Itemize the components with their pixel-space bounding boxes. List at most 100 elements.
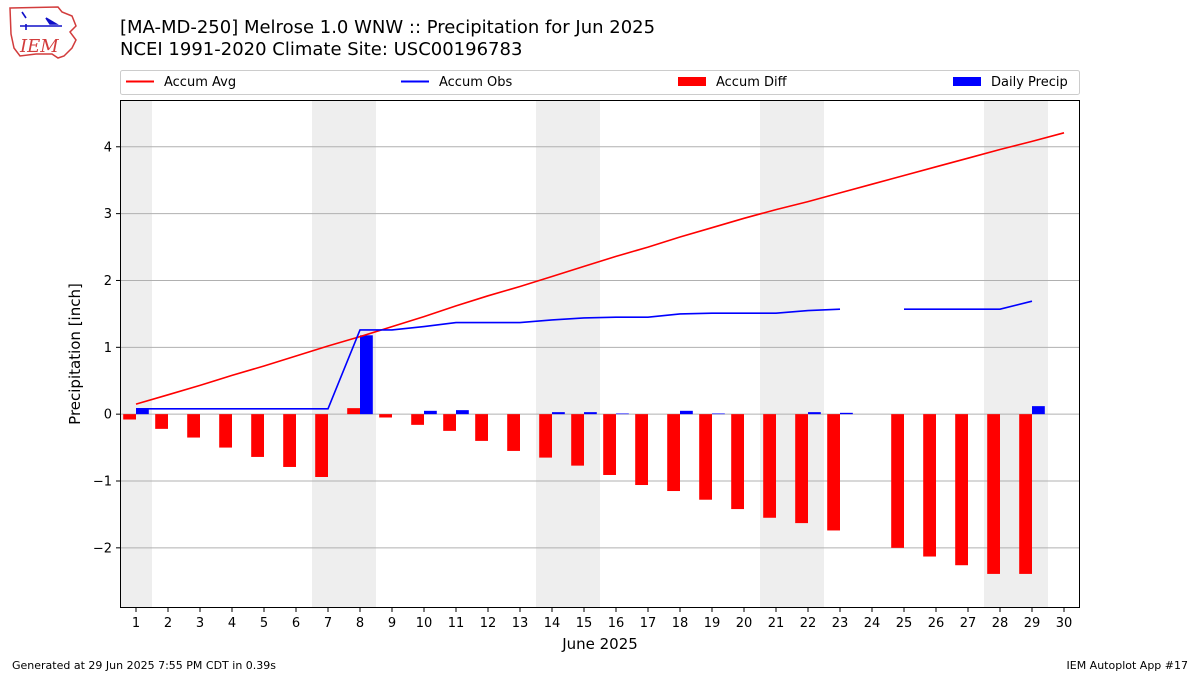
accum-diff-bar: [219, 414, 232, 448]
x-tick-label: 8: [356, 616, 364, 631]
x-tick-label: 3: [196, 616, 204, 631]
weekend-shading: [120, 100, 1048, 608]
daily-precip-bar: [616, 413, 629, 415]
legend-swatch-accum-diff: [678, 77, 706, 86]
accum-diff-bar: [571, 414, 584, 466]
x-tick-label: 2: [164, 616, 172, 631]
x-tick-label: 9: [388, 616, 396, 631]
legend-label-daily-precip: Daily Precip: [991, 75, 1068, 90]
accum-diff-bar: [667, 414, 680, 492]
legend: Accum Avg Accum Obs Accum Diff Daily Precip: [120, 70, 1080, 95]
x-tick-label: 30: [1056, 616, 1073, 631]
legend-label-accum-avg: Accum Avg: [164, 75, 236, 90]
x-tick-label: 29: [1024, 616, 1041, 631]
x-tick-label: 11: [448, 616, 465, 631]
x-tick-label: 23: [832, 616, 849, 631]
iem-logo: IEM: [9, 6, 77, 59]
chart-subtitle: NCEI 1991-2020 Climate Site: USC00196783: [120, 39, 523, 60]
x-tick-label: 16: [608, 616, 625, 631]
daily-precip-bar: [584, 412, 597, 415]
bars: [123, 335, 1045, 574]
accum-diff-bar: [699, 414, 712, 500]
accum-diff-bar: [475, 414, 488, 441]
y-tick-label: 3: [104, 207, 112, 222]
x-tick-label: 15: [576, 616, 593, 631]
legend-label-accum-diff: Accum Diff: [716, 75, 788, 90]
legend-swatch-daily-precip: [953, 77, 981, 86]
logo-text: IEM: [19, 36, 59, 57]
lines: [135, 132, 1065, 410]
accum-diff-bar: [731, 414, 744, 510]
accum-diff-bar: [635, 414, 648, 486]
x-tick-label: 7: [324, 616, 332, 631]
x-tick-label: 25: [896, 616, 913, 631]
daily-precip-bar: [136, 408, 149, 415]
legend-label-accum-obs: Accum Obs: [439, 75, 512, 90]
accum-diff-bar: [443, 414, 456, 431]
daily-precip-bar: [360, 335, 373, 415]
weekend-shade: [120, 100, 152, 608]
daily-precip-bar: [1032, 406, 1045, 415]
x-tick-label: 19: [704, 616, 721, 631]
y-tick-label: −1: [93, 475, 112, 490]
accum-obs-line: [136, 308, 841, 410]
accum-diff-bar: [955, 414, 968, 566]
accum-diff-bar: [347, 408, 360, 415]
accum-diff-bar: [987, 414, 1000, 574]
accum-diff-bar: [251, 414, 264, 457]
daily-precip-bar: [680, 410, 693, 415]
x-tick-label: 22: [800, 616, 817, 631]
accum-diff-bar: [539, 414, 552, 458]
x-tick-label: 10: [416, 616, 433, 631]
accum-diff-bar: [123, 414, 136, 420]
chart-title: [MA-MD-250] Melrose 1.0 WNW :: Precipita…: [120, 17, 656, 38]
y-tick-label: 2: [104, 274, 112, 289]
daily-precip-bar: [808, 412, 821, 415]
x-tick-label: 28: [992, 616, 1009, 631]
x-tick-label: 18: [672, 616, 689, 631]
app-credit: IEM Autoplot App #17: [1066, 659, 1189, 672]
accum-diff-bar: [283, 414, 296, 467]
plot-frame: [120, 100, 1080, 608]
daily-precip-bar: [712, 413, 725, 415]
x-tick-label: 26: [928, 616, 945, 631]
x-tick-label: 27: [960, 616, 977, 631]
x-tick-label: 6: [292, 616, 300, 631]
accum-diff-bar: [187, 414, 200, 438]
weekend-shade: [536, 100, 600, 608]
generated-timestamp: Generated at 29 Jun 2025 7:55 PM CDT in …: [12, 659, 277, 672]
y-tick-label: −2: [93, 541, 112, 556]
x-tick-label: 13: [512, 616, 529, 631]
accum-diff-bar: [379, 414, 392, 418]
x-tick-label: 14: [544, 616, 561, 631]
accum-diff-bar: [795, 414, 808, 524]
accum-diff-bar: [891, 414, 904, 548]
accum-diff-bar: [411, 414, 424, 425]
daily-precip-bar: [552, 412, 565, 415]
grid-lines: [120, 146, 1080, 549]
daily-precip-bar: [840, 412, 853, 415]
weekend-shade: [760, 100, 824, 608]
daily-precip-bar: [456, 410, 469, 415]
accum-diff-bar: [507, 414, 520, 451]
accum-diff-bar: [315, 414, 328, 477]
y-tick-label: 4: [104, 140, 112, 155]
x-tick-label: 20: [736, 616, 753, 631]
x-tick-label: 12: [480, 616, 497, 631]
x-tick-label: 21: [768, 616, 785, 631]
y-axis-label: Precipitation [inch]: [66, 283, 84, 425]
accum-diff-bar: [603, 414, 616, 475]
accum-diff-bar: [923, 414, 936, 557]
x-axis-label: June 2025: [561, 635, 638, 653]
x-tick-label: 4: [228, 616, 236, 631]
daily-precip-bar: [424, 410, 437, 415]
x-tick-label: 24: [864, 616, 881, 631]
y-tick-label: 0: [104, 408, 112, 423]
accum-diff-bar: [763, 414, 776, 518]
legend-frame: [120, 70, 1080, 95]
accum-obs-line: [904, 300, 1033, 311]
x-tick-label: 1: [132, 616, 140, 631]
accum-diff-bar: [155, 414, 168, 429]
